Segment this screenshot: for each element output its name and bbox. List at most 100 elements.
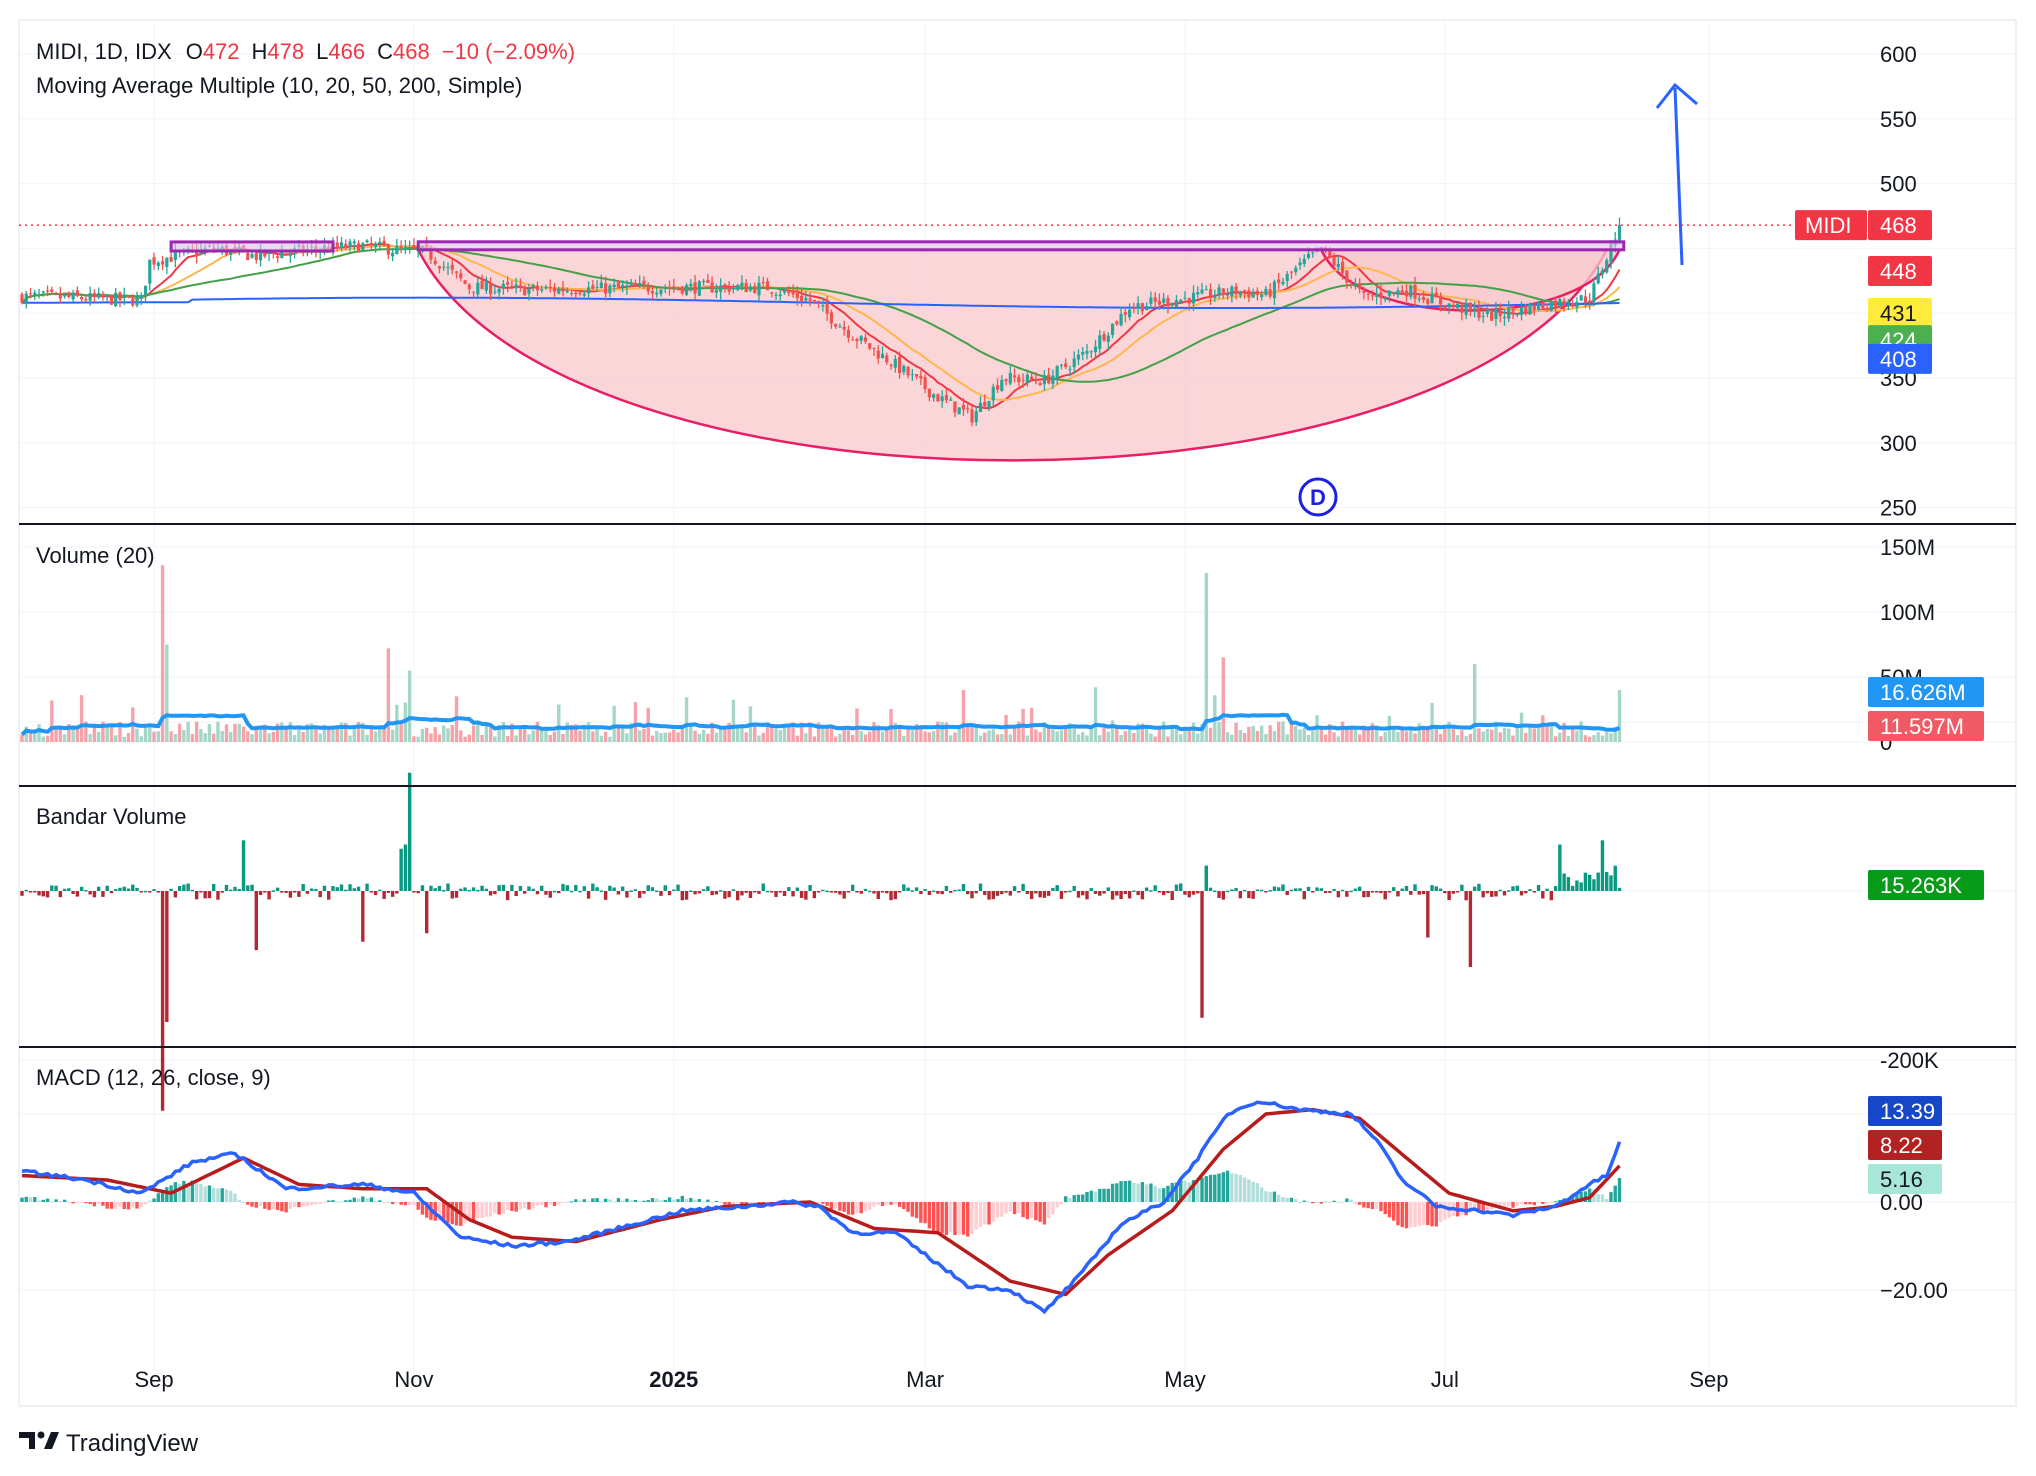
volume-bar — [339, 722, 344, 742]
macd-histogram-bar — [953, 1202, 957, 1236]
bandar-volume-bar — [1396, 891, 1400, 897]
volume-bar — [940, 721, 944, 742]
macd-histogram-bar — [322, 1202, 327, 1203]
macd-histogram-bar — [1183, 1180, 1187, 1202]
candle-body — [114, 292, 118, 307]
volume-bar — [582, 724, 587, 742]
time-axis[interactable]: Sep Nov 2025 Mar May Jul Sep — [134, 1367, 1728, 1392]
volume-bar — [599, 735, 604, 742]
bandar-volume-bar — [1004, 891, 1008, 893]
legend-bandar-volume[interactable]: Bandar Volume — [36, 804, 186, 829]
bandar-volume-bar — [599, 890, 604, 893]
bandar-volume-bar — [829, 891, 834, 893]
macd-histogram-bar — [1613, 1185, 1617, 1202]
candle-body — [1064, 363, 1068, 368]
candle-body — [569, 292, 574, 294]
volume-last-tag-bg — [1868, 711, 1984, 741]
upward-arrow-annotation[interactable] — [1655, 82, 1698, 266]
volume-bar — [114, 735, 118, 742]
macd-histogram-bar — [1536, 1202, 1541, 1203]
volume-bar — [1055, 731, 1059, 742]
macd-histogram-bar — [714, 1200, 719, 1202]
volume-bar — [126, 732, 131, 742]
volume-bar — [1285, 734, 1289, 742]
volume-bar — [808, 722, 812, 742]
bandar-volume-bar — [744, 891, 748, 893]
bandar-volume-bar — [633, 889, 638, 891]
candle-body — [1409, 285, 1413, 297]
left-consolidation-box[interactable] — [169, 240, 335, 253]
bandar-volume-bar — [1366, 891, 1370, 897]
price-axis-tick: 600 — [1880, 42, 1917, 67]
volume-bar — [825, 726, 829, 742]
bandar-volume-bar — [284, 891, 288, 893]
macd-histogram-bar — [348, 1199, 352, 1202]
symbol-tag-text: MIDI — [1805, 213, 1851, 238]
bandar-volume-bar — [778, 891, 782, 893]
volume-bar — [1225, 732, 1230, 742]
bandar-volume-bar — [701, 889, 706, 891]
candle-body — [1451, 304, 1455, 307]
macd-histogram-bar — [126, 1202, 131, 1210]
macd-histogram-bar — [216, 1188, 220, 1202]
candle-body — [1430, 293, 1434, 304]
bandar-volume-bar — [540, 885, 544, 891]
candle-body — [403, 247, 407, 251]
volume-bar — [352, 725, 356, 742]
candle-body — [1370, 295, 1375, 297]
bandar-volume-bar — [207, 891, 212, 899]
candle-body — [71, 292, 75, 300]
volume-bar — [1396, 732, 1400, 742]
macd-histogram-bar — [220, 1188, 224, 1202]
legend-macd[interactable]: MACD (12, 26, close, 9) — [36, 1065, 271, 1090]
macd-histogram-bar — [177, 1183, 182, 1202]
macd-histogram-bar — [863, 1202, 868, 1212]
volume-bar — [92, 725, 97, 742]
volume-bar — [216, 721, 220, 742]
volume-bar — [67, 724, 71, 742]
bandar-volume-bar — [267, 891, 271, 900]
legend-ma-indicator[interactable]: Moving Average Multiple (10, 20, 50, 200… — [36, 73, 522, 98]
bandar-volume-bar — [1443, 891, 1447, 894]
macd-histogram-bar — [1123, 1180, 1128, 1202]
legend-volume[interactable]: Volume (20) — [36, 543, 155, 568]
volume-bar — [476, 721, 480, 742]
macd-histogram-bar — [701, 1201, 706, 1203]
candle-body — [1110, 323, 1115, 335]
legend-symbol[interactable]: MIDI, 1D, IDX O472 H478 L466 C468 −10 (−2.09%… — [36, 39, 575, 64]
volume-bar — [250, 734, 254, 742]
candle-body — [122, 294, 126, 298]
volume-bar — [1136, 723, 1140, 742]
volume-bar — [1268, 725, 1272, 742]
volume-bar — [309, 723, 314, 742]
candle-body — [386, 245, 390, 255]
candle-body — [621, 285, 625, 288]
resistance-box[interactable] — [416, 240, 1626, 252]
volume-bar — [1558, 732, 1562, 742]
candle-body — [254, 253, 258, 261]
bandar-volume-bar — [574, 884, 578, 891]
volume-bar — [1443, 725, 1447, 742]
macd-histogram-bar — [131, 1202, 135, 1208]
candle-body — [1272, 281, 1277, 299]
candle-body — [727, 286, 731, 292]
volume-bar — [45, 735, 50, 742]
macd-histogram-bar — [1068, 1197, 1072, 1202]
bandar-volume-bar — [914, 887, 919, 891]
dividend-marker[interactable]: D — [1298, 477, 1338, 517]
candle-body — [1149, 297, 1153, 304]
macd-histogram-bar — [1174, 1182, 1179, 1202]
volume-bar — [1494, 721, 1498, 742]
macd-histogram-bar — [399, 1202, 403, 1205]
bandar-volume-bar — [1038, 891, 1042, 898]
candle-body — [395, 245, 399, 255]
candle-body — [391, 252, 395, 257]
candle-body — [936, 394, 940, 402]
bandar-volume-bar — [1579, 882, 1583, 891]
macd-histogram-bar — [1042, 1202, 1047, 1225]
bandar-volume-bar — [1225, 890, 1230, 893]
volume-bar — [1566, 736, 1571, 742]
macd-histogram-bar — [335, 1201, 339, 1203]
tradingview-logo[interactable]: TradingView — [19, 1430, 199, 1457]
candle-body — [787, 290, 791, 294]
